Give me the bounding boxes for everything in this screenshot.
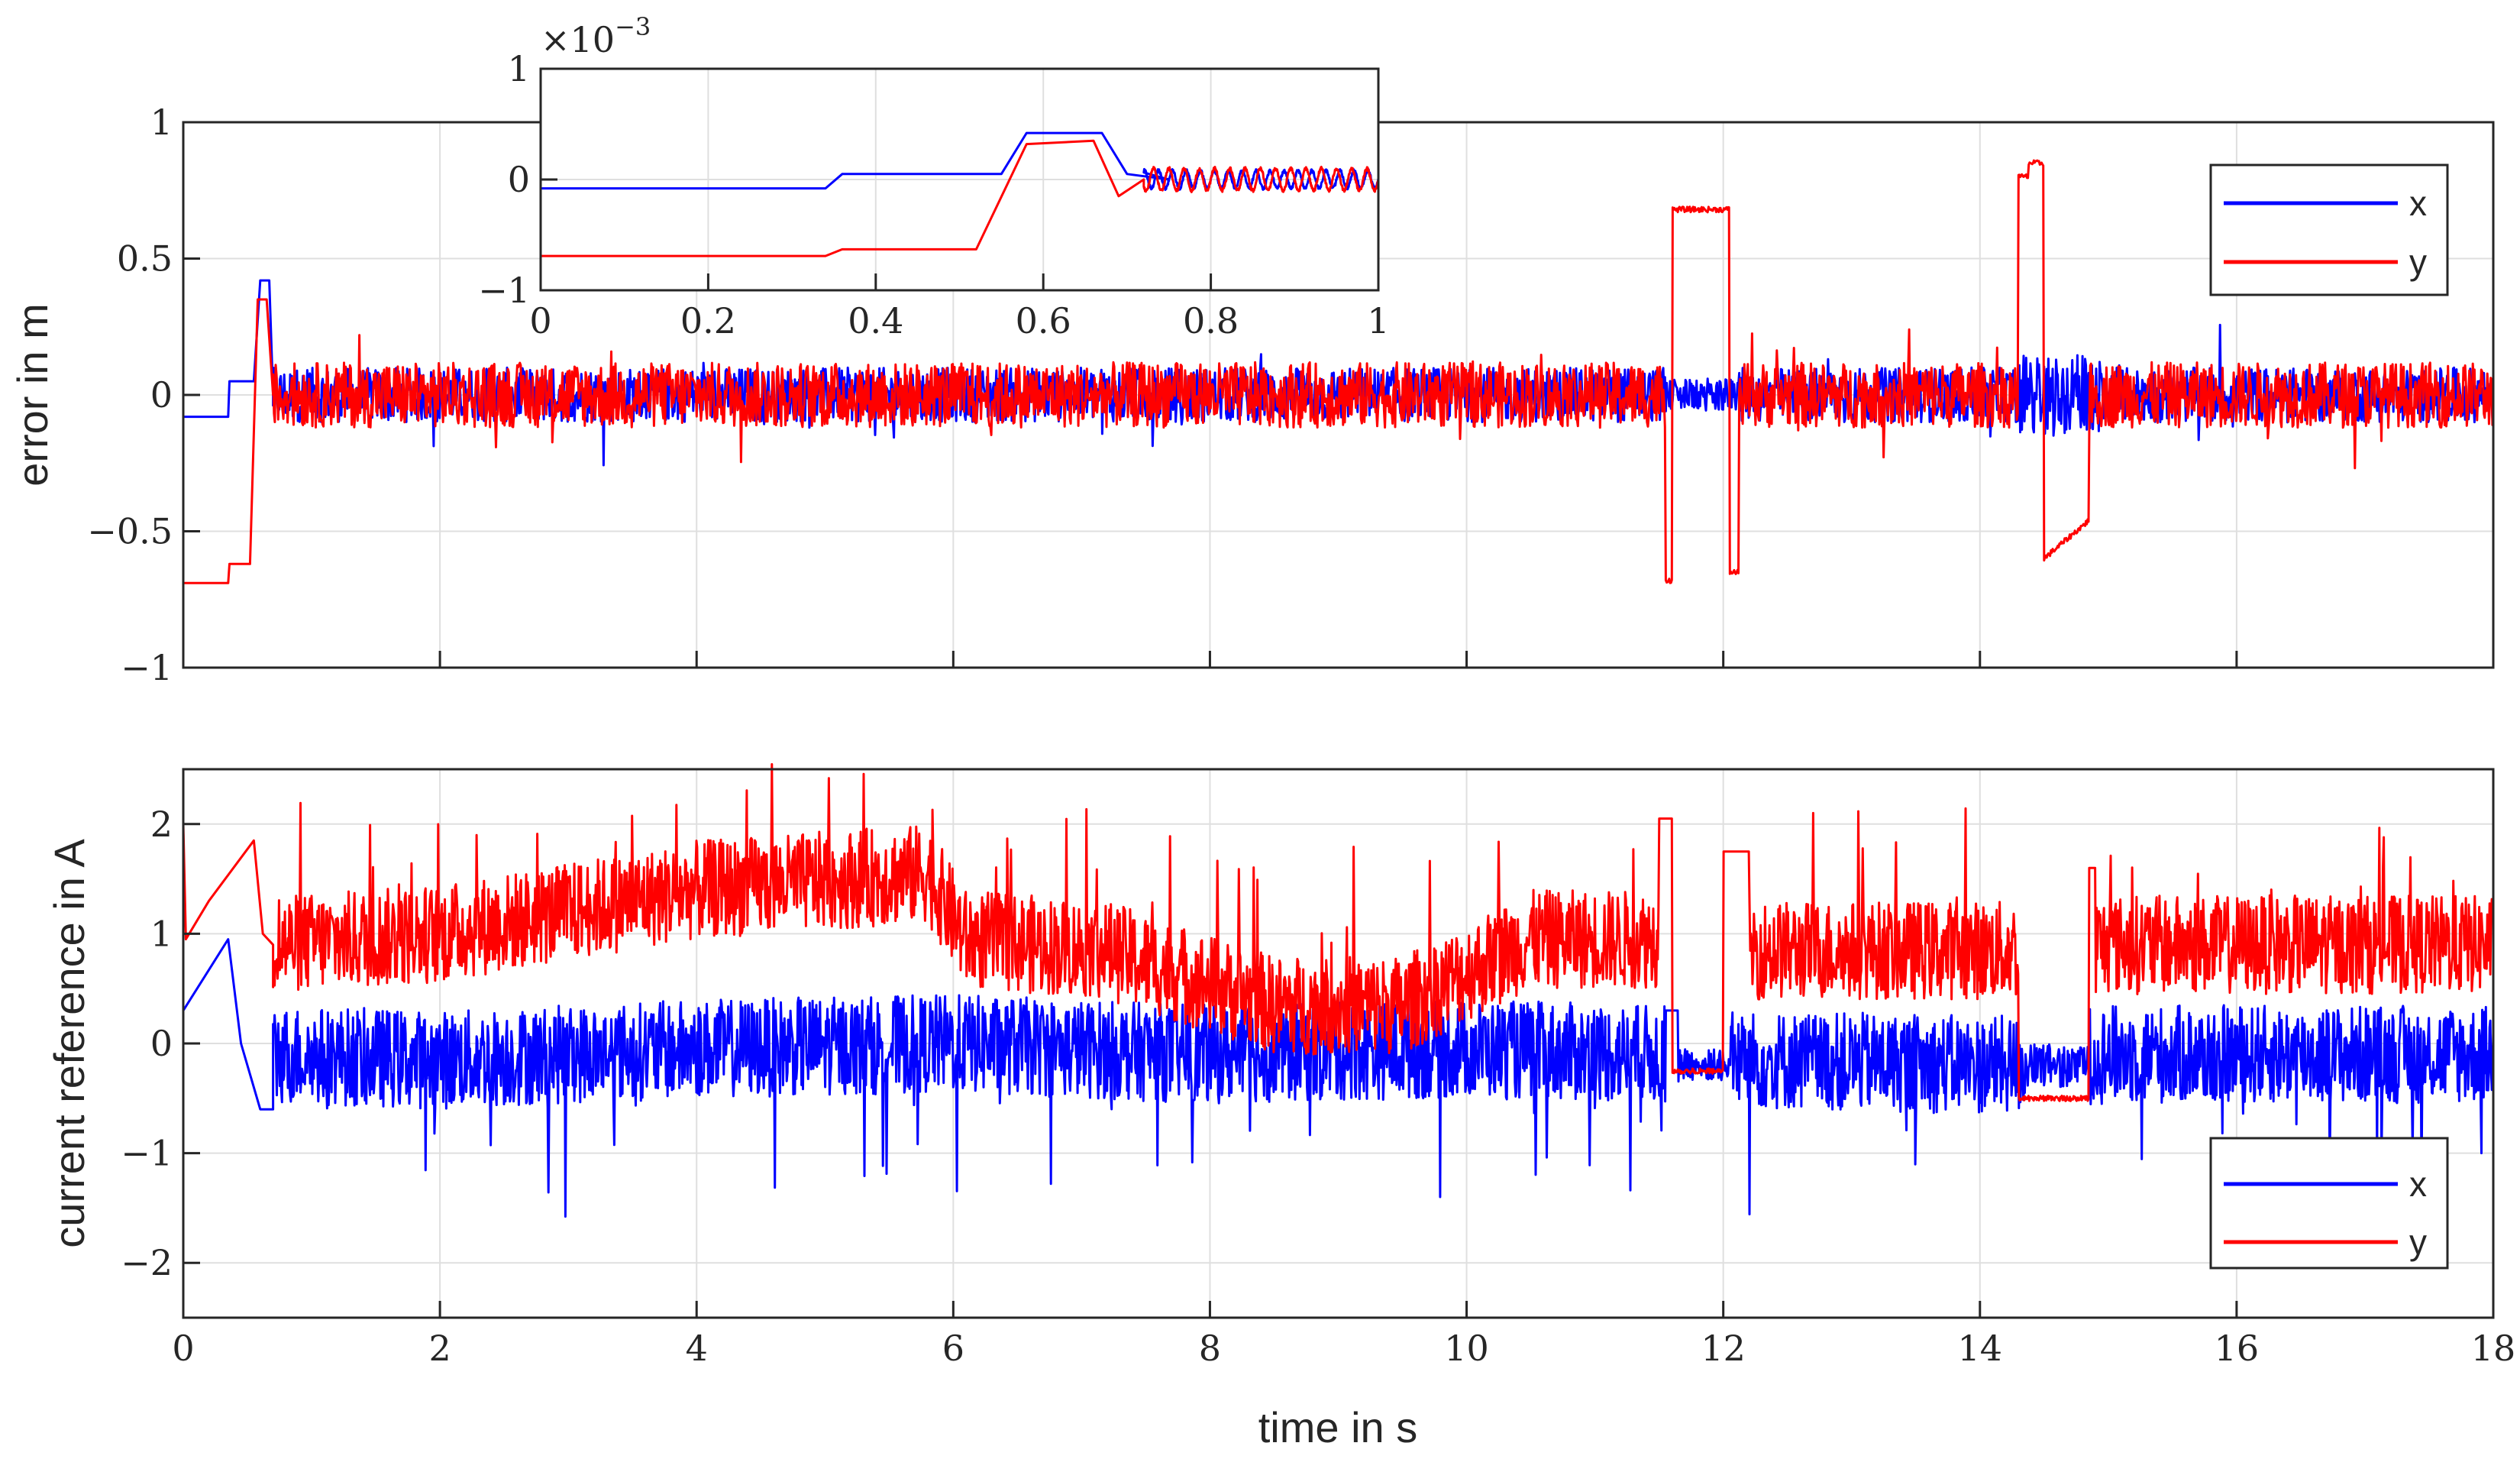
- inset-ytick-label-1: 0: [508, 159, 530, 200]
- inset-axes: −101 0 0.2 0.4 0.6 0.8 1 ×10−3: [478, 12, 1389, 341]
- inset-exponent-base: ×10: [541, 19, 615, 60]
- bottom-ytick-label-4: 2: [150, 804, 173, 845]
- bottom-ytick-label-0: −2: [121, 1242, 173, 1283]
- bottom-xtick-label-5: 10: [1444, 1328, 1489, 1369]
- inset-xtick-label-4: 0.8: [1183, 300, 1239, 341]
- bottom-xtick-label-6: 12: [1701, 1328, 1746, 1369]
- inset-xtick-label-3: 0.6: [1016, 300, 1071, 341]
- bottom-legend: x y: [2209, 1137, 2449, 1270]
- bottom-xtick-label-3: 6: [942, 1328, 964, 1369]
- inset-ytick-label-2: 1: [508, 48, 530, 89]
- bottom-xtick-label-2: 4: [686, 1328, 708, 1369]
- top-legend: x y: [2209, 163, 2449, 296]
- bottom-series-y: [182, 763, 2494, 1102]
- bottom-ytick-label-3: 1: [150, 913, 173, 954]
- top-legend-x-label: x: [2409, 183, 2427, 223]
- bottom-ytick-label-1: −1: [121, 1133, 173, 1174]
- bottom-y-label: current reference in A: [45, 839, 93, 1248]
- top-ytick-label-1: −0.5: [87, 511, 173, 552]
- inset-xtick-label-0: 0: [529, 300, 551, 341]
- inset-xtick-label-2: 0.4: [848, 300, 903, 341]
- inset-ytick-label-0: −1: [478, 270, 530, 311]
- bottom-xtick-label-9: 18: [2471, 1328, 2516, 1369]
- top-y-ticks: −1 −0.5 0 0.5 1: [87, 102, 2495, 688]
- top-ytick-label-4: 1: [150, 102, 173, 143]
- x-axis-label: time in s: [1258, 1403, 1418, 1451]
- inset-series-y: [541, 139, 1380, 257]
- bottom-series: [182, 763, 2495, 1218]
- inset-xtick-label-1: 0.2: [680, 300, 736, 341]
- bottom-y-ticks: −2 −1 0 1 2: [121, 804, 200, 1283]
- top-legend-box: [2209, 163, 2449, 296]
- inset-x-ticks: 0 0.2 0.4 0.6 0.8 1: [529, 273, 1390, 341]
- top-ytick-label-3: 0.5: [117, 238, 173, 280]
- inset-exponent-power: −3: [615, 12, 651, 41]
- bottom-xtick-label-8: 16: [2215, 1328, 2260, 1369]
- top-series-y: [183, 159, 2495, 584]
- bottom-legend-box: [2209, 1137, 2449, 1270]
- inset-series: [541, 131, 1380, 257]
- bottom-xtick-label-4: 8: [1199, 1328, 1221, 1369]
- bottom-legend-x-label: x: [2409, 1164, 2427, 1204]
- bottom-x-ticks: 0 2 4 6 8 10 12 14 16 18: [172, 1301, 2515, 1369]
- inset-exponent-label: ×10−3: [541, 12, 651, 60]
- bottom-xtick-label-7: 14: [1958, 1328, 2003, 1369]
- bottom-series-x: [182, 938, 2495, 1218]
- bottom-xtick-label-1: 2: [428, 1328, 451, 1369]
- top-ytick-label-2: 0: [150, 374, 173, 416]
- inset-xtick-label-5: 1: [1367, 300, 1389, 341]
- bottom-legend-y-label: y: [2409, 1222, 2427, 1262]
- inset-y-ticks: −1 0 1: [478, 48, 557, 311]
- top-legend-y-label: y: [2409, 242, 2427, 282]
- bottom-ytick-label-2: 0: [150, 1023, 173, 1064]
- top-ytick-label-0: −1: [121, 647, 173, 688]
- top-series: [183, 159, 2495, 584]
- top-y-label: error in m: [8, 303, 57, 487]
- bottom-xtick-label-0: 0: [172, 1328, 194, 1369]
